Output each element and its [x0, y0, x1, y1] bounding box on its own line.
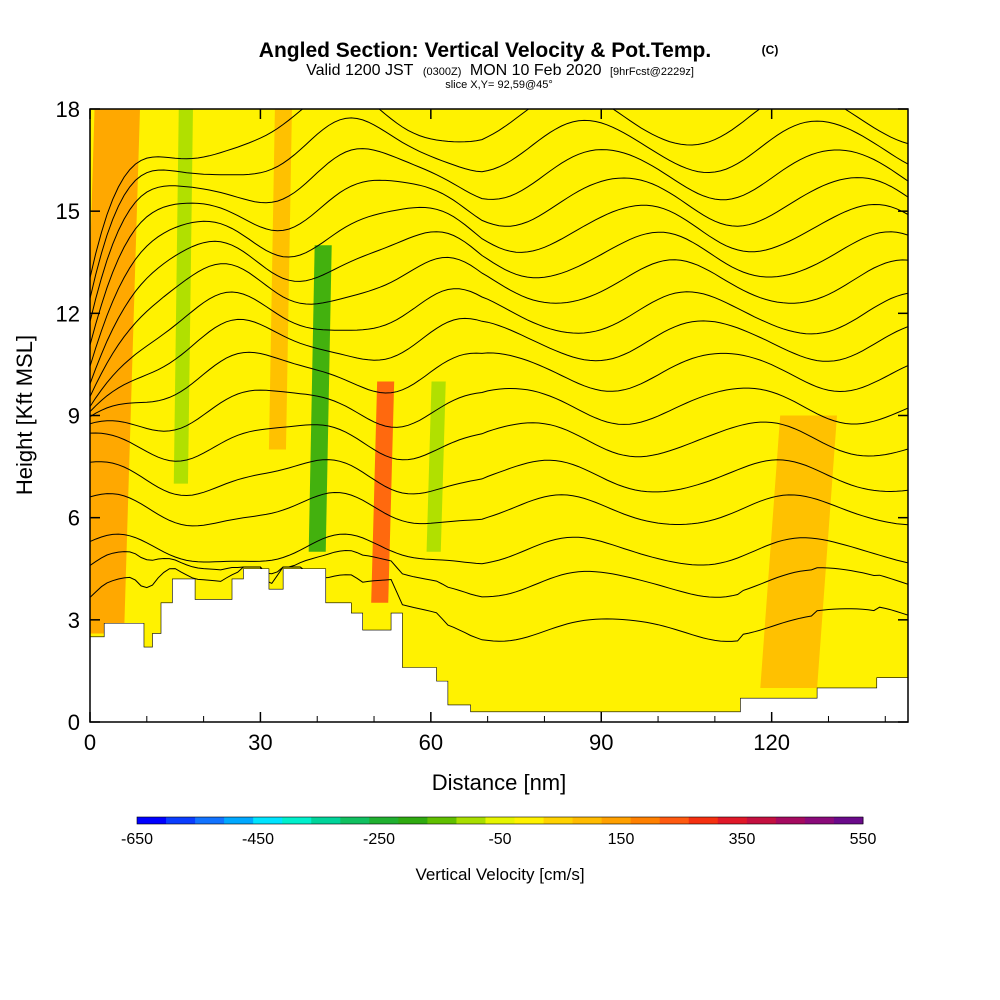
colorbar-swatch — [572, 817, 603, 824]
isentrope-line — [90, 421, 908, 462]
isentrope-line — [90, 177, 908, 346]
slice-info: slice X,Y= 92,59@45° — [445, 79, 553, 91]
isentrope-line — [90, 351, 908, 418]
isentrope-line — [90, 566, 908, 642]
colorbar-swatch — [688, 817, 719, 824]
velocity-field — [90, 109, 837, 688]
isentrope-line — [90, 148, 908, 322]
x-tick-label: 0 — [84, 730, 96, 755]
isentrope-line — [90, 231, 908, 385]
isentrope-line — [90, 491, 908, 527]
colorbar-swatch — [514, 817, 545, 824]
colorbar-swatch — [775, 817, 806, 824]
colorbar-swatch — [427, 817, 457, 824]
colorbar-swatch — [195, 817, 225, 824]
velocity-band — [90, 109, 140, 634]
isentrope-line — [90, 549, 908, 598]
colorbar-frame — [136, 816, 864, 825]
isentrope-line — [90, 288, 908, 407]
colorbar-label: Vertical Velocity [cm/s] — [415, 865, 584, 884]
y-axis-label: Height [Kft MSL] — [12, 335, 37, 495]
terrain-mask — [90, 568, 908, 722]
x-tick-label: 90 — [589, 730, 613, 755]
chart-title-mark: (C) — [762, 43, 779, 57]
colorbar-swatch — [282, 817, 312, 824]
colorbar-swatch — [659, 817, 690, 824]
colorbar-swatch — [601, 817, 632, 824]
valid-time-line: Valid 1200 JST (0300Z) MON 10 Feb 2020 [… — [306, 62, 694, 79]
isentrope-lines — [90, 109, 908, 642]
isentrope-line — [90, 459, 908, 497]
y-tick-label: 3 — [68, 608, 80, 633]
y-axis-ticks: 0 3 6 9 12 15 18 — [56, 97, 908, 735]
y-tick-label: 15 — [56, 199, 80, 224]
colorbar-swatch — [224, 817, 254, 824]
colorbar-swatch — [311, 817, 341, 824]
colorbar-swatch — [253, 817, 283, 824]
colorbar-swatch — [166, 817, 196, 824]
colorbar-swatch — [717, 817, 748, 824]
x-axis-label: Distance [nm] — [432, 770, 567, 795]
colorbar-swatch — [398, 817, 428, 824]
forecast-run: [9hrFcst@2229z] — [610, 66, 694, 78]
x-tick-label: 120 — [753, 730, 790, 755]
isentrope-line — [90, 387, 908, 432]
y-tick-label: 12 — [56, 301, 80, 326]
valid-date: MON 10 Feb 2020 — [470, 62, 602, 79]
isentrope-line — [90, 117, 908, 299]
velocity-band — [308, 245, 332, 552]
plot-area — [90, 109, 908, 722]
isentrope-line — [90, 109, 908, 279]
y-tick-label: 0 — [68, 710, 80, 735]
colorbar-swatch — [369, 817, 399, 824]
velocity-band — [268, 109, 292, 450]
colorbar-swatch — [456, 817, 486, 824]
colorbar-tick-label: -450 — [242, 831, 274, 848]
isentrope-line — [90, 317, 908, 412]
velocity-band — [426, 381, 446, 552]
chart-title: Angled Section: Vertical Velocity & Pot.… — [259, 39, 711, 62]
y-tick-label: 9 — [68, 404, 80, 429]
y-tick-label: 6 — [68, 506, 80, 531]
colorbar-swatch — [833, 817, 864, 824]
valid-prefix: Valid 1200 JST — [306, 62, 414, 79]
colorbar-swatch — [804, 817, 835, 824]
valid-utc: (0300Z) — [423, 66, 462, 78]
isentrope-line — [90, 256, 908, 397]
colorbar-swatch — [340, 817, 370, 824]
velocity-band — [173, 109, 193, 484]
colorbar-swatch — [543, 817, 574, 824]
colorbar-tick-label: -650 — [121, 831, 153, 848]
isentrope-line — [90, 533, 908, 566]
x-tick-label: 30 — [248, 730, 272, 755]
colorbar-tick-label: 150 — [608, 831, 635, 848]
colorbar-swatch — [485, 817, 516, 824]
colorbar-tick-label: 350 — [729, 831, 756, 848]
colorbar-swatch — [137, 817, 167, 824]
colorbar-swatch — [630, 817, 661, 824]
y-tick-label: 18 — [56, 97, 80, 122]
colorbar-swatch — [746, 817, 777, 824]
colorbar-tick-label: -250 — [363, 831, 395, 848]
velocity-band — [371, 381, 395, 603]
x-axis-ticks: 0 30 60 90 120 — [84, 109, 886, 755]
isentrope-line — [90, 203, 908, 367]
x-tick-label: 60 — [419, 730, 443, 755]
colorbar-tick-label: -50 — [488, 831, 511, 848]
colorbar-tick-label: 550 — [850, 831, 877, 848]
velocity-band — [760, 415, 837, 688]
colorbar: -650 -450 -250 -50 150 350 550 — [121, 816, 877, 848]
